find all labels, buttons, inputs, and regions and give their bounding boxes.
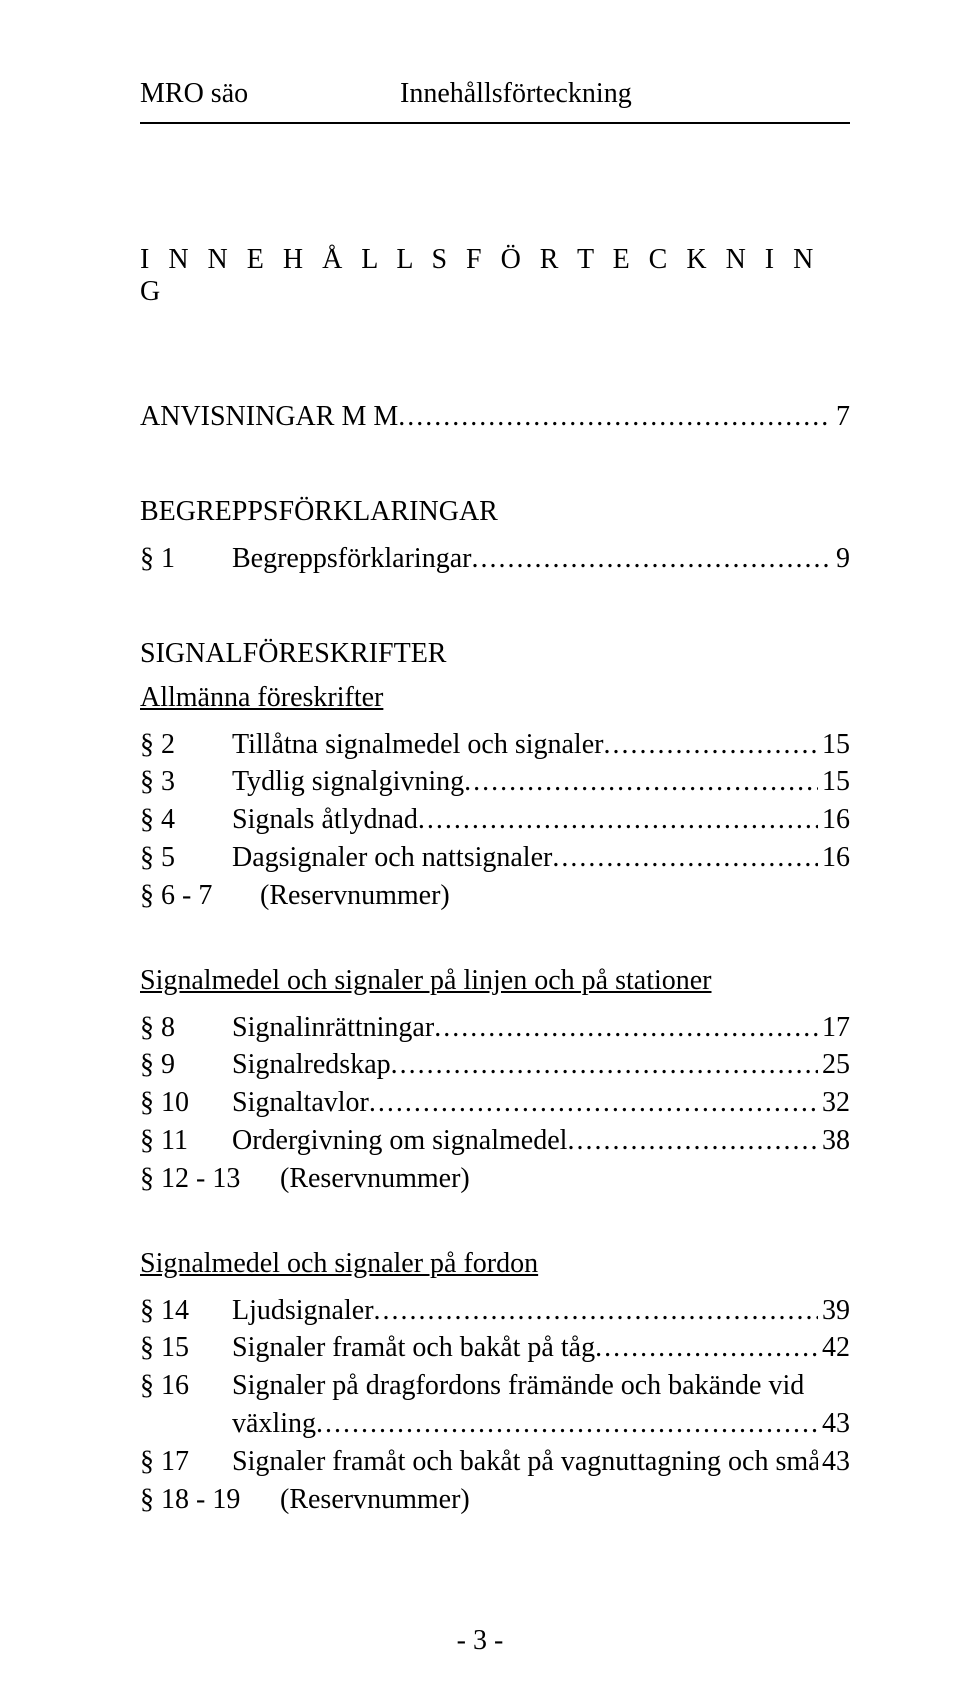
toc-entry-title: Signaltavlor [232,1084,369,1122]
toc-entry-label: § 8 [140,1009,232,1047]
toc-dots [595,1329,818,1367]
toc-dots [369,1084,818,1122]
toc-entry-label: § 11 [140,1122,232,1160]
toc-entry-label: § 16 [140,1367,232,1405]
toc-dots [391,1046,818,1084]
toc-entry-title: Signalredskap [232,1046,391,1084]
toc-entry-label: § 17 [140,1443,232,1481]
header-right: Innehållsförteckning [400,78,850,110]
toc-page-number: 16 [818,839,850,877]
toc-entry-label: § 6 - 7 [140,877,260,915]
toc-entry-title: Begreppsförklaringar [232,540,471,578]
header-rule [140,122,850,124]
toc-entry: § 11 Ordergivning om signalmedel 38 [140,1122,850,1160]
toc-page-number: 15 [818,763,850,801]
toc-section-heading: ANVISNINGAR M M 7 [140,398,850,436]
toc-entry-title-cont: växling [232,1405,316,1443]
toc-entry-title: Signaler framåt och bakåt på vagnuttagni… [232,1443,818,1481]
toc-entry-label: § 12 - 13 [140,1160,280,1198]
toc-entry-title: Tydlig signalgivning [232,763,464,801]
toc-dots [398,398,832,436]
toc-dots [316,1405,818,1443]
toc-entry-label: § 18 - 19 [140,1481,280,1519]
toc-entry-label: § 3 [140,763,232,801]
toc-dots [471,540,832,578]
toc-entry-label: § 9 [140,1046,232,1084]
toc-entry: § 17 Signaler framåt och bakåt på vagnut… [140,1443,850,1481]
toc-dots [418,801,818,839]
toc-entry-title: Ordergivning om signalmedel [232,1122,567,1160]
toc-entry: § 16 Signaler på dragfordons främände oc… [140,1367,850,1405]
toc-entry-title: Signaler framåt och bakåt på tåg [232,1329,595,1367]
toc-entry: § 5 Dagsignaler och nattsignaler 16 [140,839,850,877]
toc-entry: § 4 Signals åtlydnad 16 [140,801,850,839]
toc-entry-label: § 1 [140,540,232,578]
header-left: MRO säo [140,78,400,110]
toc-entry-title: Tillåtna signalmedel och signaler [232,726,603,764]
toc-section-heading: BEGREPPSFÖRKLARINGAR [140,496,850,528]
toc-page-number: 15 [818,726,850,764]
toc-entry: § 12 - 13 (Reservnummer) [140,1160,850,1198]
toc-entry: § 1 Begreppsförklaringar 9 [140,540,850,578]
toc-entry: § 15 Signaler framåt och bakåt på tåg 42 [140,1329,850,1367]
toc-entry-continuation: växling 43 [232,1405,850,1443]
toc-page-number: 43 [818,1443,850,1481]
toc-entry-label: § 10 [140,1084,232,1122]
toc-page-number: 39 [818,1292,850,1330]
doc-page: MRO säo Innehållsförteckning I N N E H Å… [0,0,960,1707]
toc-entry: § 14 Ljudsignaler 39 [140,1292,850,1330]
toc-entry-label: § 2 [140,726,232,764]
toc-entry-title: (Reservnummer) [280,1160,470,1198]
toc-entry-title: Signaler på dragfordons främände och bak… [232,1367,804,1405]
toc-page-number: 17 [818,1009,850,1047]
toc-page-number: 38 [818,1122,850,1160]
toc-entry-title: (Reservnummer) [280,1481,470,1519]
toc-entry: § 9 Signalredskap 25 [140,1046,850,1084]
toc-entry: § 10 Signaltavlor 32 [140,1084,850,1122]
toc-entry-label: § 15 [140,1329,232,1367]
toc-entry-title: Signalinrättningar [232,1009,434,1047]
toc-page-number: 32 [818,1084,850,1122]
toc-entry: § 18 - 19 (Reservnummer) [140,1481,850,1519]
toc-subheading: Signalmedel och signaler på fordon [140,1248,850,1280]
toc-page-number: 16 [818,801,850,839]
toc-section-heading: SIGNALFÖRESKRIFTER [140,638,850,670]
toc-entry-title: Ljudsignaler [232,1292,374,1330]
toc-dots [567,1122,818,1160]
toc-dots [552,839,818,877]
page-header: MRO säo Innehållsförteckning [140,78,850,110]
toc-page-number: 43 [818,1405,850,1443]
toc-dots [434,1009,818,1047]
toc-entry-title: (Reservnummer) [260,877,450,915]
toc-subheading: Signalmedel och signaler på linjen och p… [140,965,850,997]
toc-entry: § 2 Tillåtna signalmedel och signaler 15 [140,726,850,764]
toc-heading-text: ANVISNINGAR M M [140,398,398,436]
toc-entry: § 8 Signalinrättningar 17 [140,1009,850,1047]
toc-page-number: 9 [832,540,850,578]
toc-main-title: I N N E H Å L L S F Ö R T E C K N I N G [140,244,850,308]
toc-entry-label: § 14 [140,1292,232,1330]
page-number: - 3 - [0,1625,960,1657]
toc-entry: § 6 - 7 (Reservnummer) [140,877,850,915]
toc-dots [374,1292,818,1330]
toc-subheading: Allmänna föreskrifter [140,682,850,714]
toc-entry-label: § 4 [140,801,232,839]
toc-dots [603,726,818,764]
toc-entry-title: Dagsignaler och nattsignaler [232,839,552,877]
toc-page-number: 7 [832,398,850,436]
toc-entry-label: § 5 [140,839,232,877]
toc-page-number: 42 [818,1329,850,1367]
toc-entry-title: Signals åtlydnad [232,801,418,839]
toc-page-number: 25 [818,1046,850,1084]
toc-dots [464,763,818,801]
toc-entry: § 3 Tydlig signalgivning 15 [140,763,850,801]
